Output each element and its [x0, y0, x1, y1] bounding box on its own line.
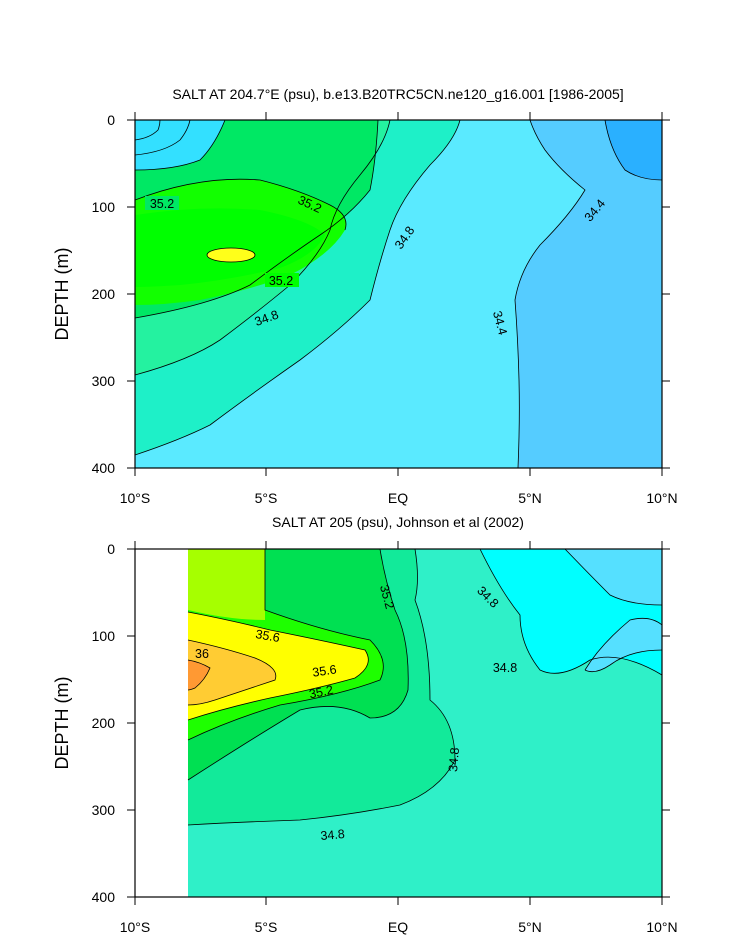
- y-tick-label: 400: [92, 889, 116, 905]
- y-tick-label: 200: [92, 715, 116, 731]
- bottom-x-tick-labels: 10°S 5°S EQ 5°N 10°N: [120, 919, 678, 935]
- top-contour-label: 35.2: [150, 197, 174, 211]
- bottom-fill-north-lowest: [565, 549, 662, 605]
- top-x-tick-labels: 10°S 5°S EQ 5°N 10°N: [120, 490, 678, 506]
- top-contour-fills: [135, 120, 662, 468]
- y-tick-label: 100: [92, 199, 116, 215]
- y-tick-label: 0: [107, 112, 115, 128]
- bottom-fill-lime: [188, 549, 265, 620]
- x-tick-label: 10°N: [646, 490, 677, 506]
- bottom-contour-fills: [188, 549, 662, 897]
- x-tick-label: 10°S: [120, 919, 151, 935]
- top-ticks: [127, 112, 670, 476]
- y-tick-label: 300: [92, 373, 116, 389]
- top-fill-max: [207, 248, 255, 262]
- x-tick-label: 5°N: [518, 919, 542, 935]
- bottom-chart-title: SALT AT 205 (psu), Johnson et al (2002): [272, 514, 524, 530]
- top-y-tick-labels: 0 100 200 300 400: [92, 112, 116, 476]
- x-tick-label: 10°N: [646, 919, 677, 935]
- top-fill-low-north: [515, 120, 662, 468]
- top-fill-lowest-north: [605, 120, 662, 180]
- top-contour-label: 35.2: [269, 274, 293, 288]
- x-tick-label: 10°S: [120, 490, 151, 506]
- y-tick-label: 100: [92, 628, 116, 644]
- x-tick-label: 5°S: [255, 919, 278, 935]
- y-tick-label: 400: [92, 460, 116, 476]
- bottom-contour-label: 35.6: [311, 662, 337, 679]
- bottom-ticks: [127, 541, 670, 905]
- x-tick-label: EQ: [388, 490, 408, 506]
- bottom-contour-label: 35.2: [377, 583, 397, 610]
- bottom-fill-north-patch: [585, 618, 662, 672]
- top-chart-title: SALT AT 204.7°E (psu), b.e13.B20TRC5CN.n…: [172, 86, 623, 102]
- y-tick-label: 200: [92, 286, 116, 302]
- bottom-contour-label: 34.8: [320, 827, 346, 843]
- top-contour-label: 34.4: [490, 309, 510, 336]
- bottom-contour-label: 35.2: [308, 683, 335, 702]
- top-fill-corner-nw: [135, 120, 225, 170]
- x-tick-label: 5°S: [255, 490, 278, 506]
- bottom-contour-label: 34.8: [493, 661, 517, 675]
- panel-bottom: SALT AT 205 (psu), Johnson et al (2002): [52, 514, 678, 935]
- top-contour-lines: [134, 119, 663, 469]
- bottom-y-axis-label: DEPTH (m): [52, 677, 72, 770]
- bottom-contour-label: 36: [195, 647, 209, 661]
- bottom-contour-lines: [187, 548, 663, 826]
- x-tick-label: EQ: [388, 919, 408, 935]
- x-tick-label: 5°N: [518, 490, 542, 506]
- bottom-y-tick-labels: 0 100 200 300 400: [92, 541, 116, 905]
- bottom-fill-orange-core: [188, 660, 210, 690]
- panel-top: SALT AT 204.7°E (psu), b.e13.B20TRC5CN.n…: [52, 86, 678, 506]
- y-tick-label: 0: [107, 541, 115, 557]
- top-y-axis-label: DEPTH (m): [52, 248, 72, 341]
- bottom-fill-orange: [188, 640, 276, 705]
- bottom-contour-label: 35.6: [254, 627, 280, 645]
- bottom-contour-label: 34.8: [446, 747, 462, 773]
- y-tick-label: 300: [92, 802, 116, 818]
